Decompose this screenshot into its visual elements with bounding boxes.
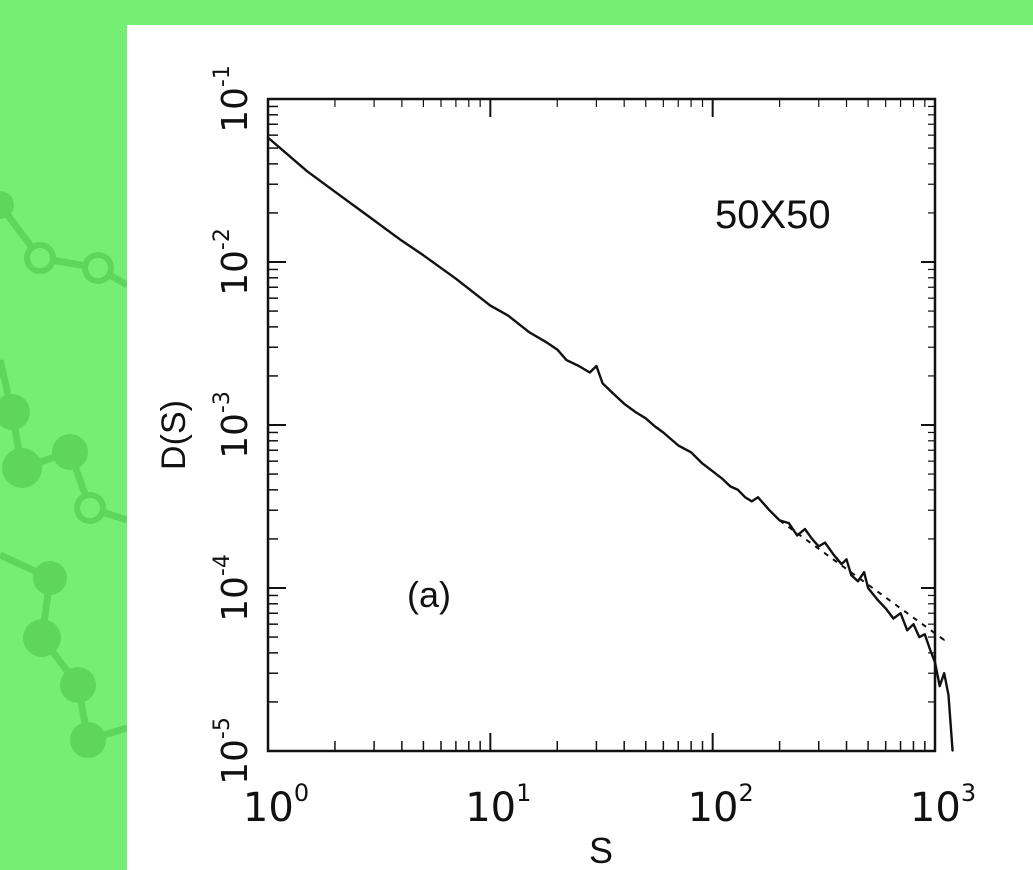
data-point (744, 496, 746, 499)
molecule-atom (0, 191, 14, 219)
x-tick-label: 100 (243, 779, 309, 831)
data-point (867, 587, 869, 589)
data-point (701, 462, 704, 465)
molecule-atom (52, 434, 88, 470)
data-point (778, 519, 781, 522)
data-point (876, 598, 879, 601)
data-point (711, 470, 714, 473)
data-point (306, 170, 308, 173)
data-point (623, 403, 625, 405)
data-point (912, 623, 915, 625)
molecule-ring-atom (74, 492, 106, 524)
molecule-atom (33, 561, 67, 595)
molecule-atom (23, 619, 61, 657)
data-point (943, 639, 945, 641)
data-point (840, 563, 843, 565)
data-point (832, 553, 835, 556)
data-point (556, 348, 559, 351)
data-point (918, 636, 921, 638)
data-point (863, 571, 865, 573)
molecule-ring-atom (24, 242, 56, 274)
data-point (737, 489, 739, 491)
data-point (768, 509, 771, 512)
data-point (811, 538, 813, 540)
data-point (644, 417, 647, 420)
data-point (906, 629, 908, 632)
data-point (654, 425, 656, 428)
x-axis-label: S (589, 830, 613, 870)
power-law-fit-line (779, 519, 945, 641)
y-tick-label: 10-1 (210, 65, 256, 133)
molecule-backdrop (0, 191, 127, 758)
data-point (589, 371, 591, 374)
data-point (455, 277, 457, 280)
data-point (757, 496, 759, 499)
major-ticks (267, 98, 936, 752)
plot-frame (266, 97, 937, 753)
data-point (601, 382, 604, 385)
data-point (729, 485, 732, 488)
data-point (943, 672, 945, 674)
data-point (850, 574, 852, 576)
y-tick-label: 10-3 (210, 391, 256, 459)
data-point (528, 331, 531, 334)
molecule-decoration (0, 191, 127, 758)
molecule-ring-atom (82, 252, 114, 284)
data-point (677, 444, 679, 447)
data-point (373, 219, 375, 222)
data-point (845, 558, 848, 561)
molecule-atom (2, 448, 42, 488)
x-tick-labels: 100 101 102 103 (243, 779, 976, 831)
data-point (947, 694, 950, 696)
data-point (634, 411, 637, 413)
molecule-atom (60, 667, 96, 703)
data-point (857, 580, 859, 583)
data-point (546, 341, 548, 344)
data-point (924, 633, 926, 636)
data-point (334, 190, 336, 193)
data-point (804, 528, 806, 530)
data-point (951, 750, 954, 752)
annotation-grid-size: 50X50 (715, 193, 831, 237)
data-point (489, 304, 492, 307)
annotation-panel-label: (a) (407, 574, 451, 615)
distribution-curve (267, 136, 954, 752)
data-point (899, 612, 902, 614)
data-point (565, 359, 568, 361)
y-tick-label: 10-4 (210, 554, 256, 622)
data-point (401, 240, 403, 242)
data-point (662, 431, 665, 434)
data-point (721, 477, 723, 480)
data-point (788, 522, 790, 524)
data-point (824, 541, 826, 544)
data-point (929, 648, 931, 651)
data-point (938, 685, 941, 687)
x-tick-label: 102 (688, 779, 754, 831)
figure-panel: 100 101 102 103 10-5 10-4 10-3 10-2 10-1 S D(S)… (127, 25, 1033, 870)
data-point (892, 617, 895, 620)
y-axis-label: D(S) (155, 400, 193, 470)
data-point (507, 314, 509, 317)
data-point (751, 500, 753, 503)
data-point (422, 254, 425, 257)
data-point (610, 390, 613, 393)
molecule-atom (70, 722, 106, 758)
data-point (578, 365, 580, 367)
data-point (884, 607, 887, 610)
minor-ticks (268, 99, 935, 751)
y-tick-labels: 10-5 10-4 10-3 10-2 10-1 (210, 65, 256, 785)
x-tick-label: 103 (910, 779, 976, 831)
data-point (817, 545, 820, 548)
molecule-atom (0, 394, 30, 430)
data-point (796, 534, 798, 537)
data-point (595, 365, 598, 367)
log-log-chart: 100 101 102 103 10-5 10-4 10-3 10-2 10-1 S D(S)… (155, 65, 976, 870)
series-layer (267, 136, 954, 752)
data-point (690, 451, 692, 454)
x-tick-label: 101 (465, 779, 531, 831)
y-tick-label: 10-5 (210, 717, 256, 785)
y-tick-label: 10-2 (210, 228, 256, 296)
